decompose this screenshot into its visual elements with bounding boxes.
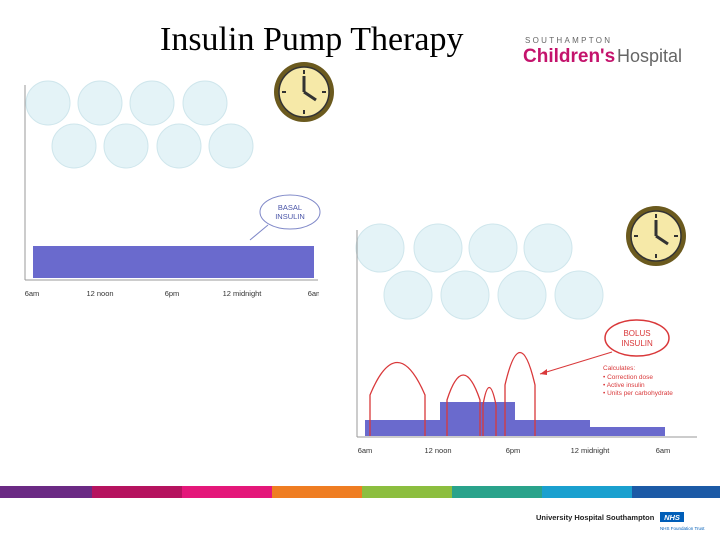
time-label: 6am [308,289,323,298]
activity-icons [355,223,604,320]
bolus-callout: INSULIN [621,339,653,348]
time-label: 6am [25,289,40,298]
footer-org: University Hospital Southampton [536,513,655,522]
basal-callout: INSULIN [275,212,305,221]
basal-profile [365,402,665,436]
time-label: 6am [358,446,373,455]
time-label: 12 midnight [571,446,611,455]
basal-callout: BASAL [278,203,302,212]
calculates-item: • Units per carbohydrate [603,390,673,397]
calculates-item: • Active insulin [603,382,645,389]
activity-icons [25,80,254,169]
color-bar [0,486,720,498]
slide-title: Insulin Pump Therapy [160,21,463,58]
logo-line1: SOUTHAMPTON [525,36,612,45]
clock-icon [624,204,688,268]
time-label: 6pm [506,446,521,455]
basal-bar [33,246,314,278]
calculates-item: • Correction dose [603,374,653,381]
time-label: 12 midnight [223,289,263,298]
time-label: 12 noon [86,289,113,298]
bolus-doses [369,351,536,436]
calculates-heading: Calculates: [603,365,635,372]
logo-childrens: Children's [523,46,615,67]
footer-nhs: NHS [664,513,680,522]
footer-trust: NHS Foundation Trust [660,526,705,531]
hospital-logo: SOUTHAMPTON Children's Hospital [523,36,682,67]
bolus-callout: BOLUS [623,329,650,338]
basal-diagram: BASAL INSULIN 6am 12 noon 6pm 12 midnigh… [24,60,336,298]
clock-icon [272,60,336,124]
bolus-diagram: BOLUS INSULIN Calculates: • Correction d… [355,204,697,455]
time-label: 6am [656,446,671,455]
time-label: 12 noon [424,446,451,455]
time-label: 6pm [165,289,180,298]
logo-hospital: Hospital [617,46,682,66]
